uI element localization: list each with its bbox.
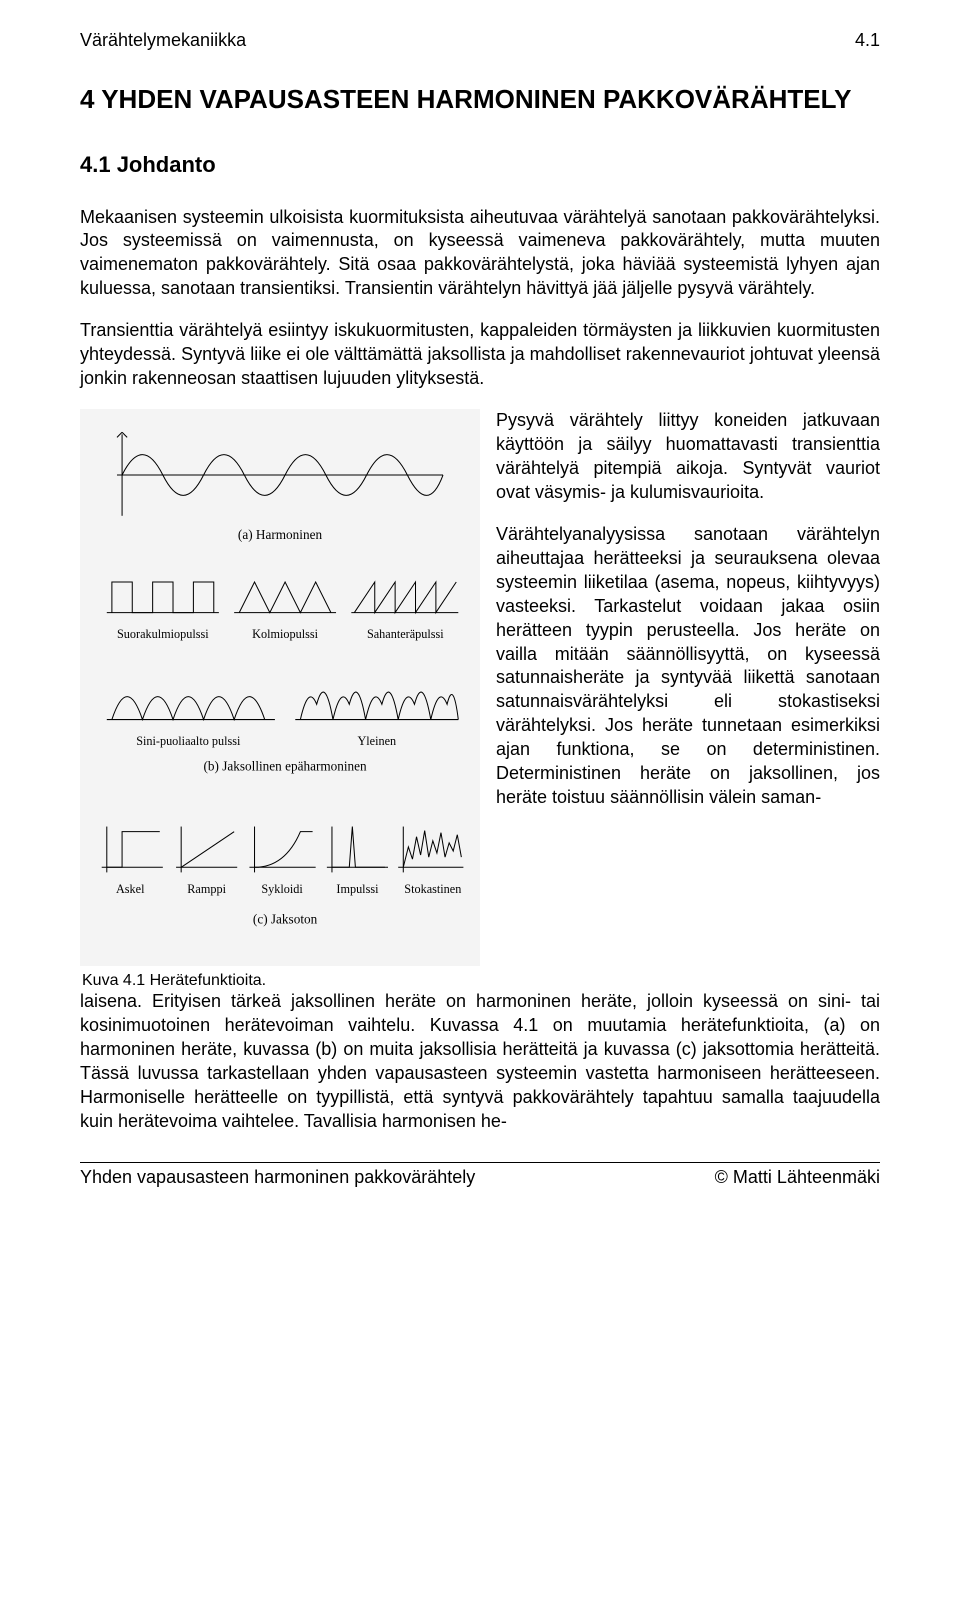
fig-b2-label: Kolmiopulssi <box>252 627 318 641</box>
fig-label-b: (b) Jaksollinen epäharmoninen <box>204 759 368 774</box>
page-footer: Yhden vapausasteen harmoninen pakkoväräh… <box>80 1162 880 1188</box>
two-column-block: (a) Harmoninen Suorakulmiopulssi Kolmiop… <box>80 409 880 990</box>
fig-b1-label: Suorakulmiopulssi <box>117 627 209 641</box>
fig-c2-label: Ramppi <box>187 882 226 896</box>
fig-label-a: (a) Harmoninen <box>238 527 323 542</box>
right-paragraph-2: Värähtelyanalyysissa sanotaan värähtelyn… <box>496 523 880 810</box>
right-paragraph-1: Pysyvä värähtely liittyy koneiden jatkuv… <box>496 409 880 505</box>
fig-b-row2: Sini-puoliaalto pulssi Yleinen <box>107 692 459 748</box>
header-right: 4.1 <box>855 30 880 51</box>
figure-column: (a) Harmoninen Suorakulmiopulssi Kolmiop… <box>80 409 480 990</box>
fig-c4-label: Impulssi <box>336 882 379 896</box>
fig-b3-label: Sahanteräpulssi <box>367 627 444 641</box>
footer-right: © Matti Lähteenmäki <box>715 1167 880 1188</box>
paragraph-2: Transienttia värähtelyä esiintyy iskukuo… <box>80 319 880 391</box>
header-left: Värähtelymekaniikka <box>80 30 246 51</box>
paragraph-3: laisena. Erityisen tärkeä jaksollinen he… <box>80 990 880 1134</box>
fig-c5-label: Stokastinen <box>404 882 461 896</box>
figure-svg: (a) Harmoninen Suorakulmiopulssi Kolmiop… <box>86 419 474 959</box>
chapter-title: 4 YHDEN VAPAUSASTEEN HARMONINEN PAKKOVÄR… <box>80 83 880 116</box>
fig-c3-label: Sykloidi <box>261 882 303 896</box>
paragraph-1: Mekaanisen systeemin ulkoisista kuormitu… <box>80 206 880 302</box>
page: Värähtelymekaniikka 4.1 4 YHDEN VAPAUSAS… <box>40 0 920 1208</box>
section-title: 4.1 Johdanto <box>80 152 880 178</box>
page-header: Värähtelymekaniikka 4.1 <box>80 30 880 51</box>
figure-box: (a) Harmoninen Suorakulmiopulssi Kolmiop… <box>80 409 480 966</box>
footer-left: Yhden vapausasteen harmoninen pakkoväräh… <box>80 1167 475 1188</box>
fig-b-row1: Suorakulmiopulssi Kolmiopulssi Sahanterä… <box>107 582 459 641</box>
fig-b4-label: Sini-puoliaalto pulssi <box>136 734 241 748</box>
figure-caption: Kuva 4.1 Herätefunktioita. <box>82 972 480 990</box>
fig-c-row: Askel Ramppi Sykloidi <box>102 827 464 896</box>
fig-label-c: (c) Jaksoton <box>253 911 318 926</box>
fig-c1-label: Askel <box>116 882 145 896</box>
fig-b5-label: Yleinen <box>357 734 396 748</box>
right-text-column: Pysyvä värähtely liittyy koneiden jatkuv… <box>496 409 880 810</box>
